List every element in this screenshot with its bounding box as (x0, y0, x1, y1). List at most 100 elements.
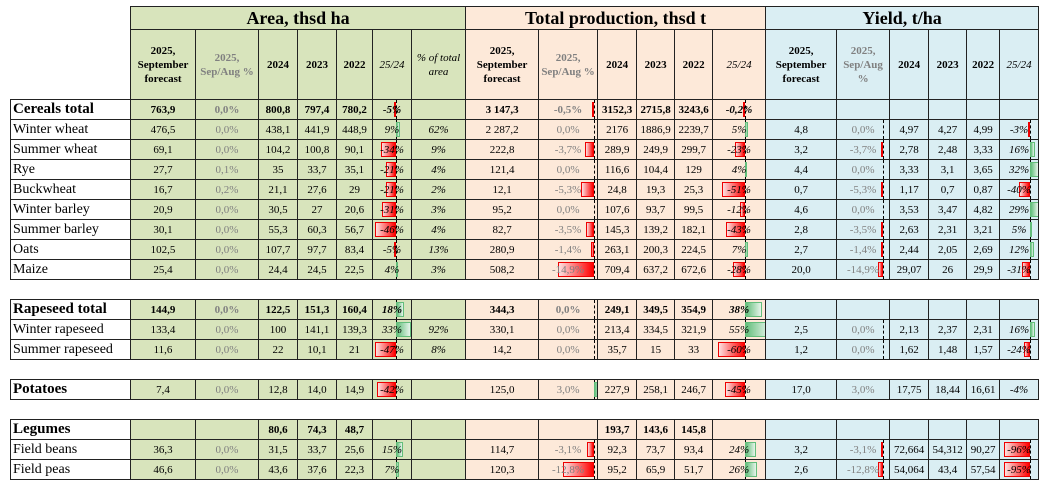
cell-value: 2,37 (937, 323, 958, 336)
cell-value: 0,0% (851, 203, 875, 216)
zero-line (745, 140, 747, 159)
cell-value: 65,9 (645, 463, 666, 476)
area-cell: 12,8 (258, 379, 298, 400)
cell-value: 4% (431, 223, 446, 236)
area-cell: 69,1 (130, 139, 196, 160)
negative-data-bar (878, 462, 883, 477)
spacer-row (10, 279, 1039, 300)
cell-value: 0,0% (556, 323, 580, 336)
cell-value: 33% (381, 323, 403, 336)
negative-data-bar (376, 382, 396, 397)
cell-value: 20,6 (344, 203, 365, 216)
cell-value: 0,0% (851, 343, 875, 356)
cell-value: 116,6 (604, 163, 630, 176)
area-cell: 0,0% (195, 139, 259, 160)
cell-value: 3,33 (973, 143, 993, 156)
yield-cell: 12% (999, 239, 1040, 260)
area-cell: 0,0% (195, 339, 259, 360)
area-cell: 133,4 (130, 319, 196, 340)
area-cell: 15% (372, 439, 412, 460)
cell-value: 92% (428, 323, 449, 336)
corner-blank (10, 6, 131, 30)
yield-cell (928, 419, 968, 440)
positive-data-bar (745, 162, 748, 177)
prod-cell: 672,6 (674, 259, 714, 280)
area-cell: 33% (372, 319, 412, 340)
positive-data-bar (395, 322, 411, 337)
prod-cell: -3,5% (538, 219, 599, 240)
cell-value: 0,0% (215, 343, 239, 356)
cell-value: 129 (685, 163, 702, 176)
positive-data-bar (1030, 322, 1035, 337)
cell-value: 3,53 (899, 203, 919, 216)
area-cell: 35 (258, 159, 298, 180)
area-cell: 24,4 (258, 259, 298, 280)
zero-line (882, 180, 884, 199)
cell-value: 25,4 (153, 263, 173, 276)
cell-value: 476,5 (150, 123, 176, 136)
area-cell: 24,5 (297, 259, 337, 280)
zero-line (594, 220, 596, 239)
cell-value: -46% (380, 223, 404, 236)
negative-data-bar (880, 442, 883, 457)
area-cell: 763,9 (130, 99, 196, 120)
cell-value: 0,0% (215, 243, 239, 256)
area-section-title: Area, thsd ha (129, 6, 467, 30)
cell-value: 151,3 (304, 303, 330, 316)
yield-cell (928, 299, 968, 320)
yield-cell: 2,6 (765, 459, 838, 480)
cell-value: -3,1% (849, 443, 877, 456)
area-cell: 83,4 (336, 239, 373, 260)
prod-cell: 246,7 (674, 379, 714, 400)
cell-value: 3152,3 (601, 103, 633, 116)
spacer-row (10, 399, 1039, 420)
yield-cell: 3,65 (966, 159, 1001, 180)
spacer (10, 359, 1039, 380)
cell-value: 139,2 (643, 223, 668, 236)
yield-cell: 1,57 (966, 339, 1001, 360)
area-cell: 90,1 (336, 139, 373, 160)
area-cell: 797,4 (297, 99, 337, 120)
yield-cell: 90,27 (966, 439, 1001, 460)
prod-cell: 2715,8 (636, 99, 676, 120)
area-cell: 0,0% (195, 459, 259, 480)
cell-value: 3,65 (973, 163, 993, 176)
yield-cell: 20,0 (765, 259, 838, 280)
cell-value: 95,2 (492, 203, 512, 216)
cell-value: 27,6 (307, 183, 327, 196)
prod-cell: 5% (712, 119, 767, 140)
zero-line (1030, 120, 1032, 139)
cell-value: 20,0 (791, 263, 811, 276)
cell-value: 508,2 (489, 263, 515, 276)
area-cell: -31% (372, 199, 412, 220)
zero-line (882, 140, 884, 159)
area-cell: 25,6 (336, 439, 373, 460)
area-cell: -21% (372, 179, 412, 200)
area-col-header: % of total area (410, 29, 467, 100)
spacer (10, 279, 1039, 300)
cell-value: 13% (428, 243, 449, 256)
zero-line (745, 260, 747, 279)
yield-section-title: Yield, t/ha (765, 6, 1040, 30)
cell-value: 0,0% (556, 123, 580, 136)
cell-value: -3,5% (554, 223, 582, 236)
cell-value: 780,2 (342, 103, 367, 116)
spacer (10, 399, 1039, 420)
cell-value: 11,6 (153, 343, 173, 356)
yield-cell: 54,064 (889, 459, 930, 480)
prod-cell: 3 147,3 (465, 99, 540, 120)
cell-value: 0,0% (215, 203, 239, 216)
negative-data-bar (1019, 182, 1031, 197)
cell-value: 763,9 (150, 103, 176, 116)
zero-line (745, 340, 747, 359)
cell-value: 57,54 (970, 463, 996, 476)
yield-cell (966, 419, 1001, 440)
cell-value: 0,87 (973, 183, 993, 196)
area-cell: 56,7 (336, 219, 373, 240)
cell-value: 145,8 (681, 423, 706, 436)
yield-cell: 3,47 (928, 199, 968, 220)
area-cell (195, 419, 259, 440)
yield-cell: 43,4 (928, 459, 968, 480)
area-cell (410, 379, 467, 400)
prod-cell: 334,5 (636, 319, 676, 340)
